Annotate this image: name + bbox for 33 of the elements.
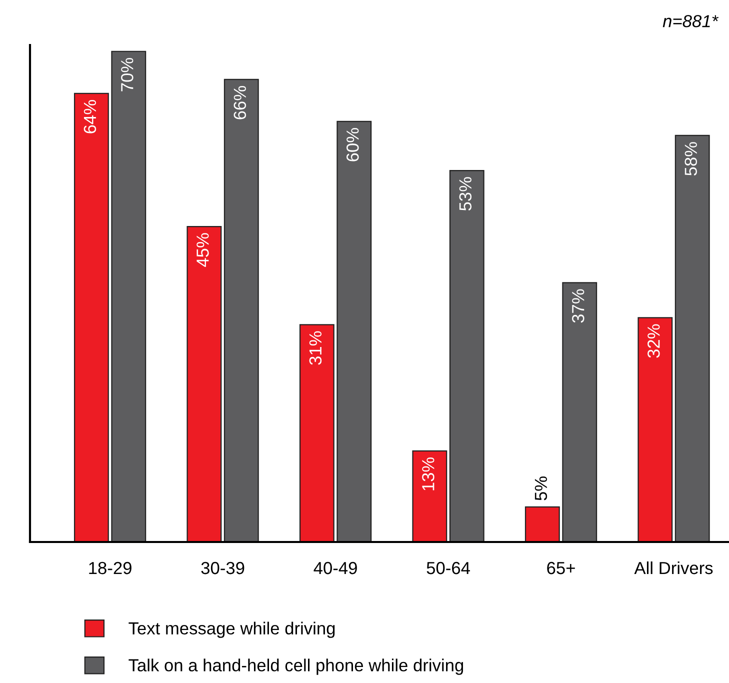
x-tick-label: 18-29 bbox=[89, 562, 132, 574]
legend-label: Text message while driving bbox=[128, 622, 335, 638]
bar bbox=[449, 170, 484, 542]
bar bbox=[524, 506, 560, 542]
x-tick-label: 50-64 bbox=[426, 562, 470, 574]
data-label: 5% bbox=[534, 476, 548, 500]
bar bbox=[74, 92, 109, 542]
data-label: 70% bbox=[121, 58, 134, 92]
data-label: 66% bbox=[234, 86, 246, 120]
text: n=881* bbox=[662, 15, 719, 28]
bar bbox=[299, 324, 334, 542]
data-label: 37% bbox=[572, 289, 584, 323]
data-label: 32% bbox=[648, 324, 660, 358]
x-tick-label: 40-49 bbox=[314, 562, 357, 574]
data-label: 13% bbox=[422, 457, 434, 490]
bar bbox=[562, 282, 598, 542]
bar bbox=[111, 50, 146, 542]
data-label: 53% bbox=[459, 177, 472, 211]
bar bbox=[412, 450, 448, 542]
data-label: 60% bbox=[346, 128, 359, 162]
legend-label: Talk on a hand-held cell phone while driving bbox=[128, 658, 464, 675]
bar bbox=[336, 120, 372, 542]
data-label: 31% bbox=[309, 331, 322, 365]
bar bbox=[674, 134, 710, 542]
bar bbox=[638, 317, 673, 542]
bar bbox=[224, 78, 259, 542]
x-tick-label: All Drivers bbox=[634, 561, 713, 574]
x-tick-label: 65+ bbox=[547, 562, 575, 574]
data-label: 64% bbox=[84, 100, 96, 134]
data-label: 45% bbox=[196, 233, 209, 267]
data-label: 58% bbox=[684, 142, 698, 176]
x-tick-label: 30-39 bbox=[201, 562, 244, 574]
bar bbox=[186, 226, 222, 542]
